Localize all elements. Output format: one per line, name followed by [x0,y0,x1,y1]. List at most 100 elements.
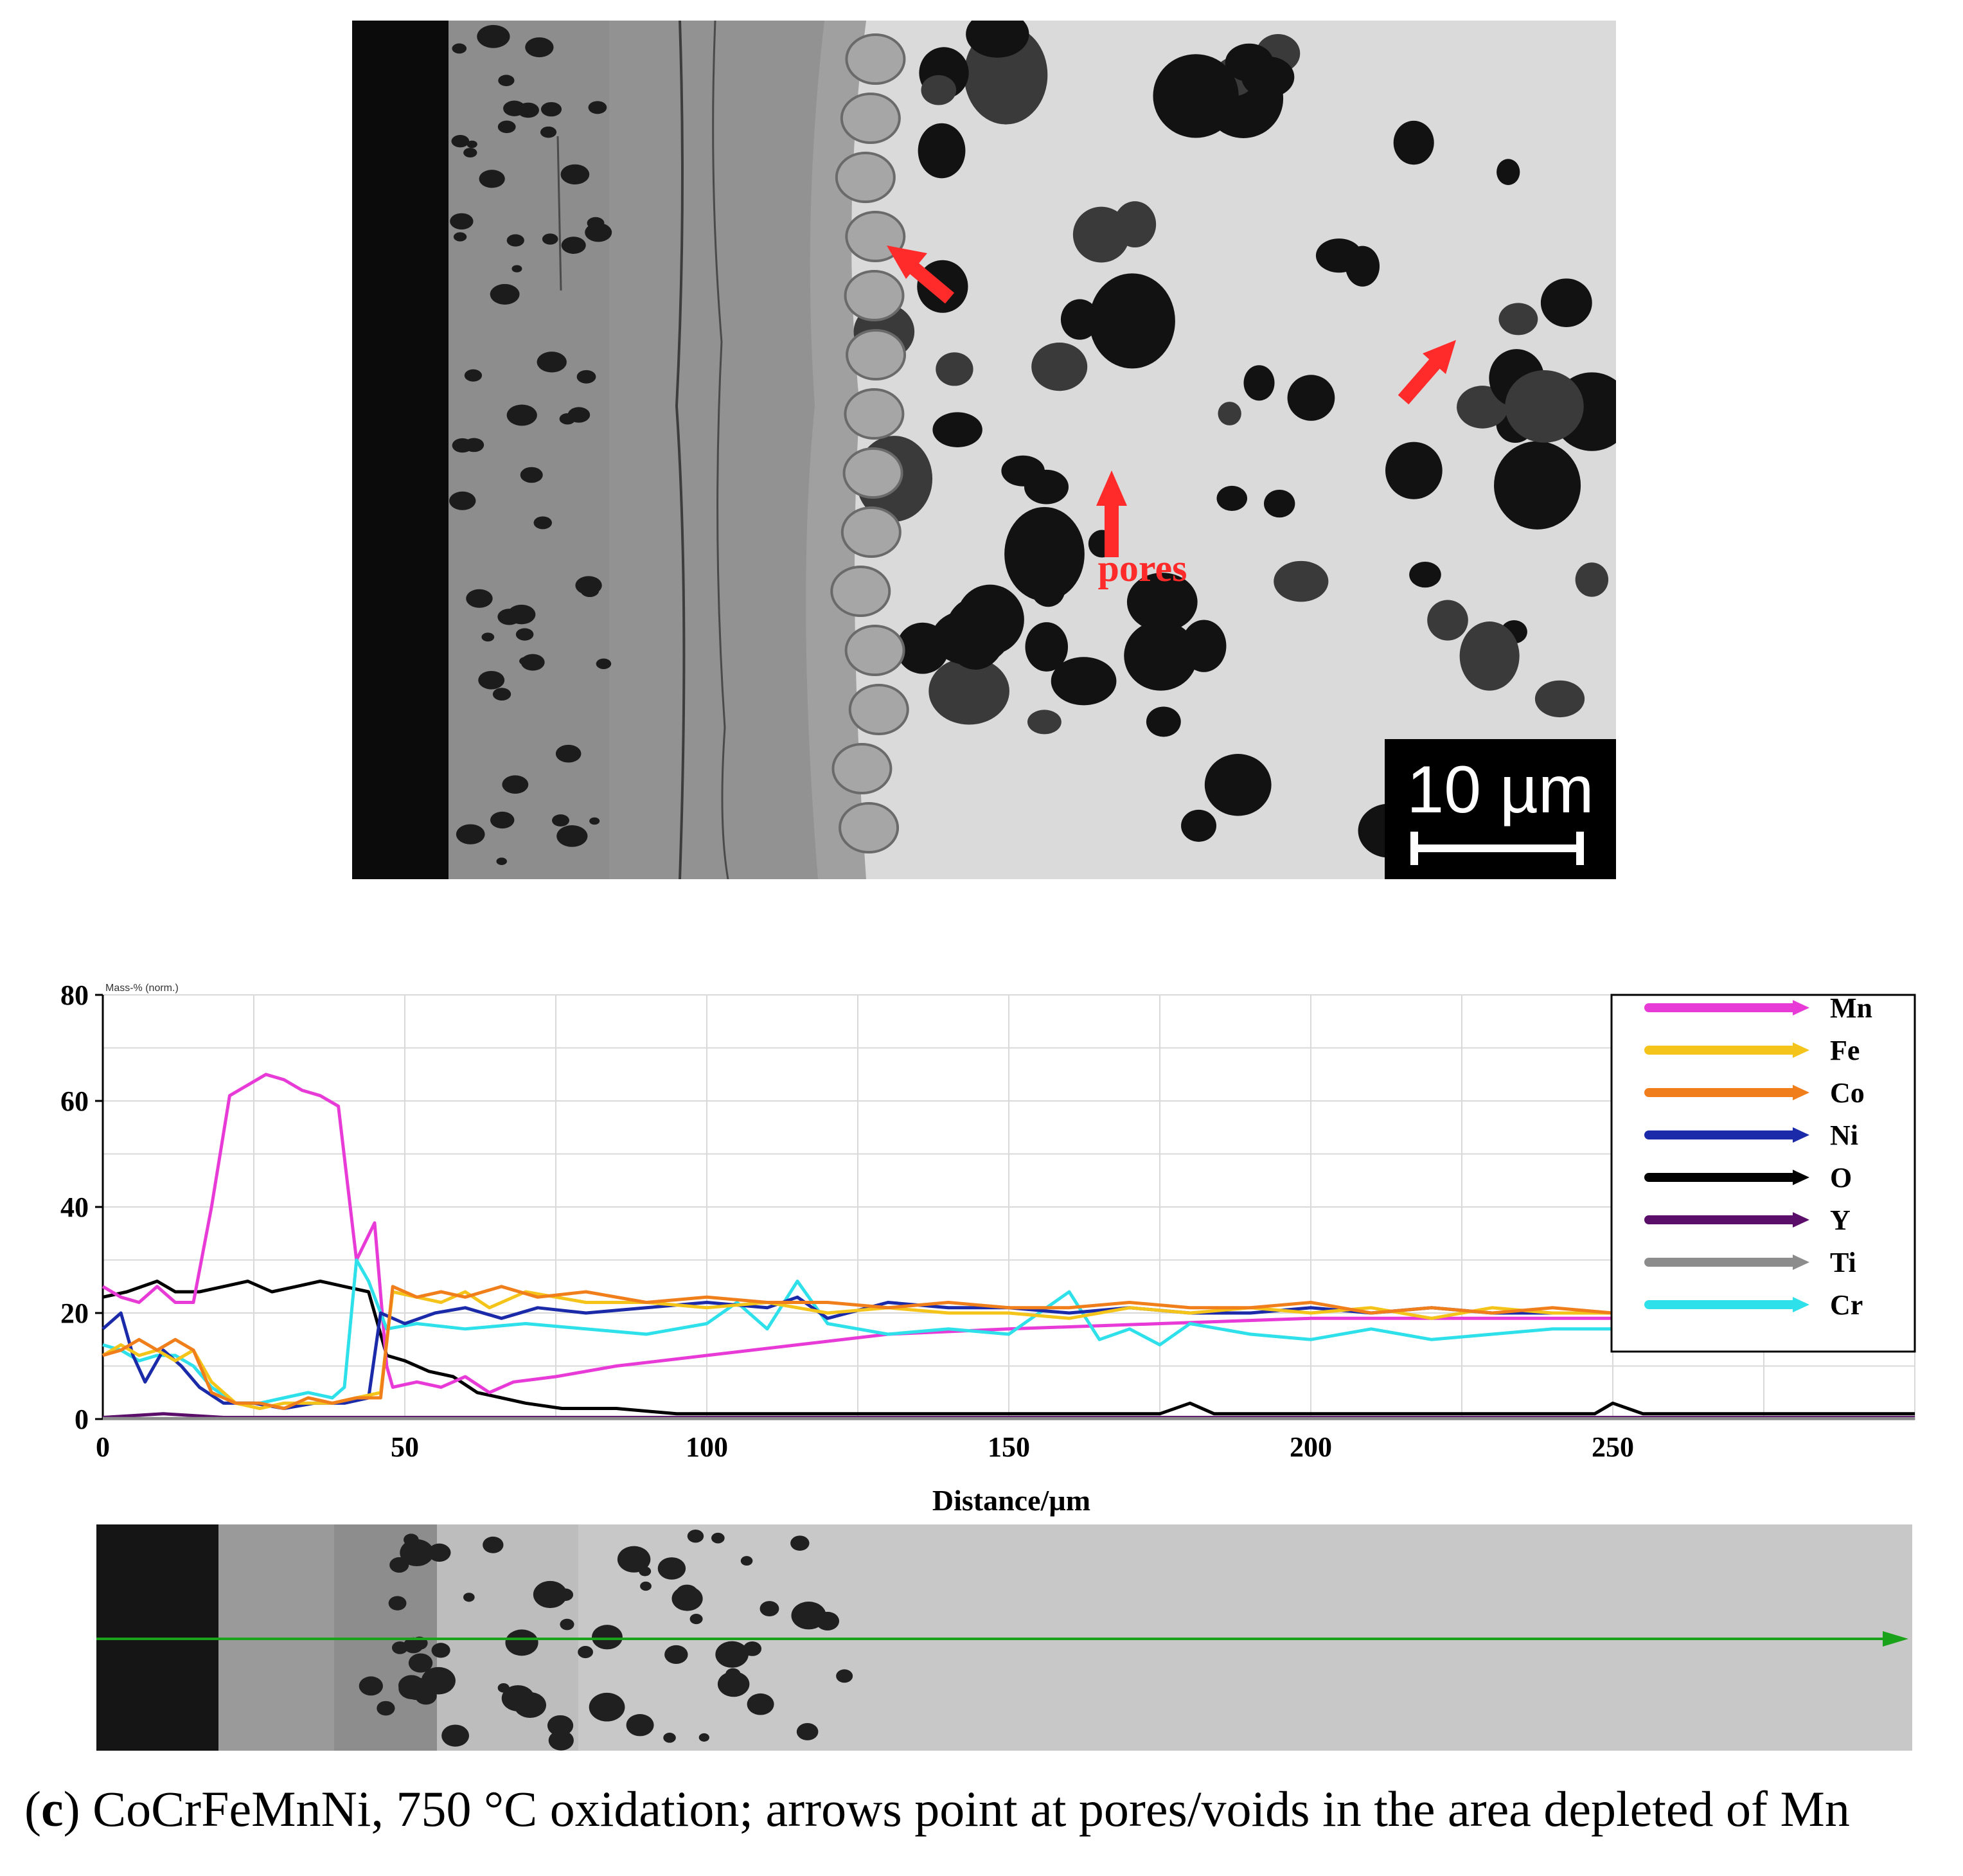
pore [513,1692,546,1719]
pore [791,1602,826,1630]
arrow-2-icon [1096,470,1127,557]
pore [463,148,477,158]
arrow-3-icon [1398,340,1456,405]
pore [497,1683,510,1693]
pore [1315,238,1362,273]
pore [711,1532,725,1544]
pore [542,233,558,245]
pore [533,516,552,530]
y-tick-label: 0 [75,1404,89,1435]
pore [1004,506,1085,602]
pore [717,1671,750,1697]
pore [576,370,596,384]
pore [540,126,557,138]
pore [1181,809,1216,842]
pore [1031,342,1088,391]
legend-label: Ni [1830,1120,1858,1151]
pore [1427,600,1468,641]
pore [1153,54,1239,138]
legend-arrow-icon [1793,1042,1809,1058]
pore [1498,303,1538,335]
pore [1001,455,1045,487]
scale-bar [1410,844,1584,852]
pore [966,21,1029,58]
pore [359,1676,383,1696]
caption-text: CoCrFeMnNi, 750 °C oxidation; arrows poi… [93,1781,1850,1837]
pore [479,170,505,188]
pore [540,102,562,117]
pore [1089,273,1175,369]
pore [1459,621,1520,691]
pore [1126,573,1198,632]
legend-arrow-icon [1793,1170,1809,1185]
x-tick-label: 200 [1290,1431,1332,1463]
oxide-nodule [835,152,896,203]
oxide-nodule [844,270,905,321]
pore [463,1593,475,1602]
pore [715,1641,749,1668]
pore [555,744,582,763]
pore [506,234,524,247]
pore [639,1566,652,1577]
pore [449,491,476,510]
pore [1505,370,1584,443]
pore [481,632,495,642]
pore [1027,710,1061,735]
strip-pores [359,1530,853,1751]
pore [441,1724,470,1747]
pore [511,265,522,272]
pore [1540,278,1592,328]
series-line-fe [102,1290,1674,1410]
pore [398,1675,425,1697]
legend-label: Co [1830,1077,1865,1109]
pore [936,352,973,386]
pore [1494,441,1581,530]
pore [1508,493,1537,516]
pore [431,1643,450,1658]
pore [578,1646,593,1659]
pore [1393,120,1434,165]
pore [663,1733,676,1743]
pore [452,43,467,54]
chart-series [102,1073,1915,1420]
pore [389,1557,409,1573]
pore [932,412,982,447]
pore [560,164,590,184]
pore [657,1557,686,1580]
pore [759,1601,779,1617]
pore [559,413,576,425]
x-tick-label: 50 [391,1431,419,1463]
pore [740,1556,753,1566]
pore [921,75,957,105]
pore [403,1637,423,1654]
legend-label: Y [1830,1204,1851,1236]
pore [747,1693,774,1715]
pore [698,1733,709,1742]
pore [626,1714,654,1737]
pore [1216,485,1248,511]
pore [408,1653,433,1673]
pore [477,24,510,48]
legend-arrow-icon [1793,1085,1809,1100]
pores-annotation: pores [1098,547,1187,589]
scan-direction-arrow-icon [1883,1631,1908,1647]
pore [575,576,602,595]
pore [430,1679,441,1688]
pore [520,654,545,671]
pore [1241,56,1295,98]
figure-caption: (c) CoCrFeMnNi, 750 °C oxidation; arrows… [24,1781,1850,1837]
oxide-nodule [844,625,905,676]
series-line-ni [102,1295,1674,1410]
pore [687,1530,704,1543]
pore [561,237,586,254]
x-axis-title: Distance/µm [932,1484,1090,1517]
pore [836,1669,853,1683]
oxide-nodule [842,447,903,499]
pore [1575,562,1609,597]
pore [796,1723,819,1740]
pore [548,1730,574,1751]
oxide-nodule [840,506,902,558]
pore [589,817,600,825]
pore [1204,754,1272,816]
